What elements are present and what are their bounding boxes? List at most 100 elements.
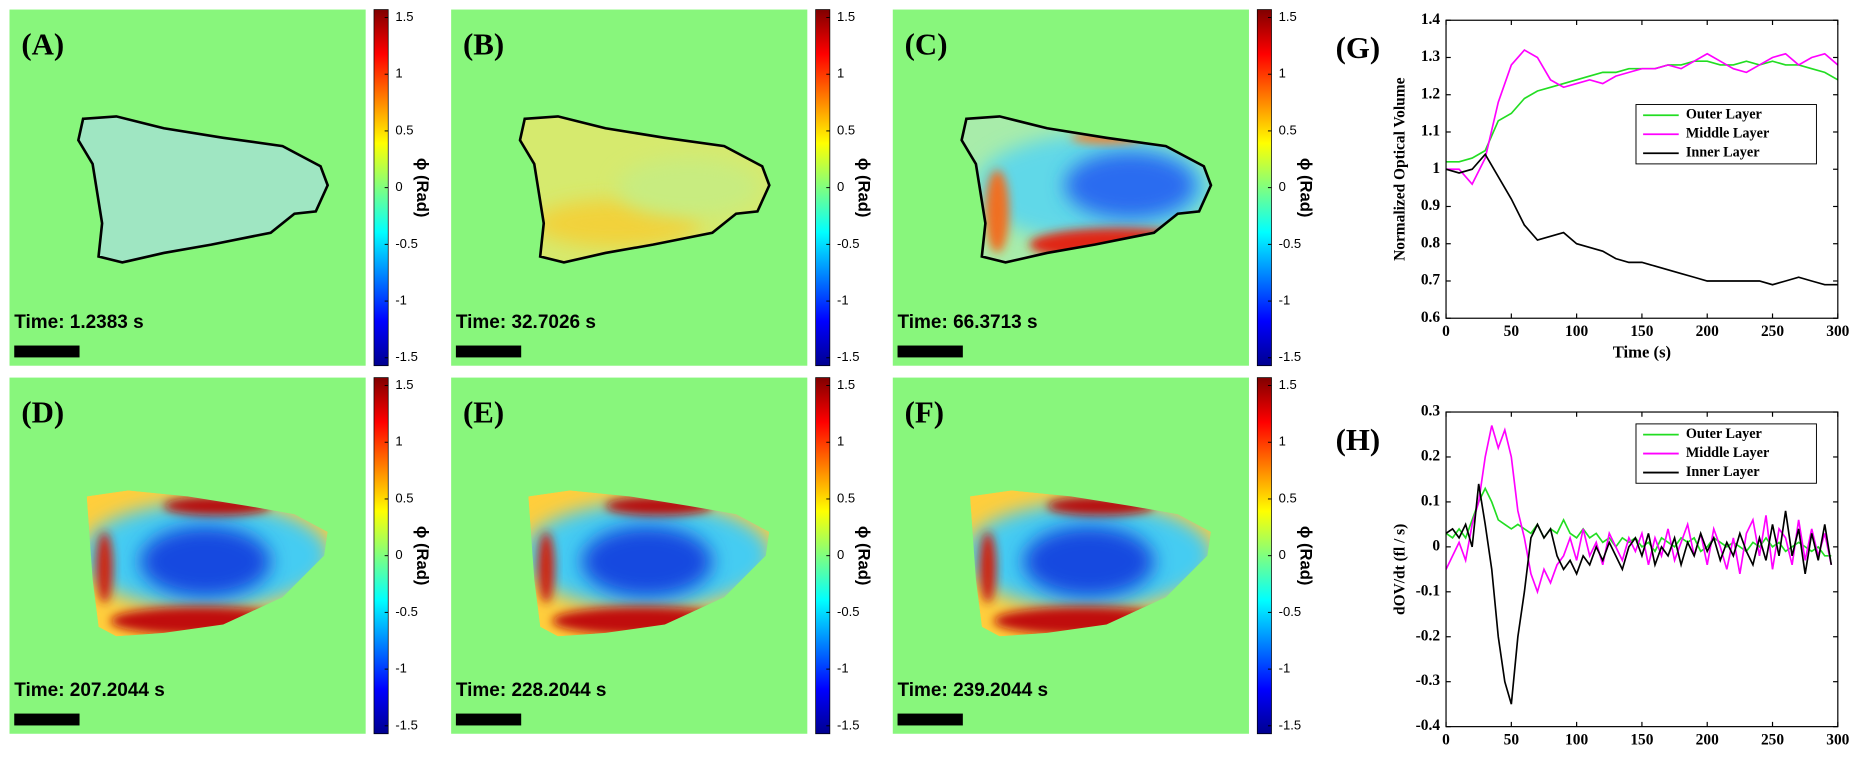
scale-bar xyxy=(14,713,80,726)
colorbar-tick-label: 0 xyxy=(395,547,402,562)
phase-region xyxy=(1064,152,1196,219)
colorbar-tick-label: 0.5 xyxy=(837,122,855,137)
colorbar-tick-label: 1 xyxy=(1279,434,1286,449)
colorbar-tick-label: -1.5 xyxy=(837,349,859,364)
colorbar-tick-label: -1 xyxy=(837,661,849,676)
colorbar-tick-label: -1.5 xyxy=(395,349,417,364)
chart-label: (G) xyxy=(1336,31,1381,65)
colorbar-tick-label: 1.5 xyxy=(395,377,413,392)
y-tick-label: 0.2 xyxy=(1421,448,1441,465)
y-tick-label: 1 xyxy=(1432,160,1440,177)
panel: (F) Time: 239.2044 s -1.5 -1 -0.5 0 0.5 1 1.5 ϕ (… xyxy=(892,377,1315,735)
legend-label: Outer Layer xyxy=(1686,106,1763,122)
scale-bar xyxy=(455,345,522,358)
colorbar-tick-label: -0.5 xyxy=(395,604,417,619)
x-tick-label: 150 xyxy=(1630,731,1653,748)
scale-bar xyxy=(14,345,80,358)
y-tick-label: 1.1 xyxy=(1421,123,1440,140)
panel: (C) Time: 66.3713 s -1.5 -1 -0.5 0 0.5 1 1.5 ϕ (R… xyxy=(892,9,1315,367)
x-tick-label: 300 xyxy=(1826,731,1849,748)
phase-region xyxy=(1023,525,1154,598)
panel: (B) Time: 32.7026 s -1.5 -1 -0.5 0 0.5 1 1.5 ϕ (R… xyxy=(451,9,874,367)
x-tick-label: 200 xyxy=(1696,323,1719,340)
scale-bar xyxy=(897,345,963,358)
y-axis-label: Normalized Optical Volume xyxy=(1391,77,1408,260)
scale-bar xyxy=(455,713,522,726)
x-tick-label: 100 xyxy=(1565,323,1588,340)
colorbar-tick-label: 0 xyxy=(1279,547,1286,562)
cell xyxy=(86,490,328,637)
y-tick-label: 0.1 xyxy=(1421,492,1440,509)
colorbar-tick-label: -0.5 xyxy=(837,604,859,619)
colorbar-tick-label: -1 xyxy=(395,661,407,676)
colorbar-label: ϕ (Rad) xyxy=(1296,158,1315,218)
panel-label: (B) xyxy=(463,28,504,62)
x-axis-label: Time (s) xyxy=(1613,343,1671,362)
cell xyxy=(520,116,770,263)
panel-label: (E) xyxy=(463,396,504,430)
colorbar-tick-label: 0.5 xyxy=(837,490,855,505)
y-tick-label: 0.6 xyxy=(1421,309,1441,326)
y-tick-label: 0.3 xyxy=(1421,403,1441,420)
colorbar-tick-label: 1.5 xyxy=(1279,377,1297,392)
x-tick-label: 250 xyxy=(1761,731,1784,748)
time-label: Time: 207.2044 s xyxy=(14,680,165,701)
colorbar-tick-label: 0 xyxy=(395,179,402,194)
colorbar-tick-label: -1.5 xyxy=(1279,717,1301,732)
x-tick-label: 0 xyxy=(1442,731,1450,748)
panel-label: (F) xyxy=(905,396,944,430)
y-tick-label: 1.4 xyxy=(1421,11,1441,28)
series-line xyxy=(1446,48,1839,186)
panel-label: (A) xyxy=(21,28,64,62)
colorbar-tick-label: -0.5 xyxy=(1279,604,1301,619)
colorbar-tick-label: -0.5 xyxy=(1279,236,1301,251)
colorbar-tick-label: 1.5 xyxy=(395,9,413,24)
cell-outline xyxy=(76,115,330,264)
series-line xyxy=(1445,152,1838,286)
y-tick-label: -0.2 xyxy=(1416,627,1441,644)
x-tick-label: 50 xyxy=(1504,731,1520,748)
time-label: Time: 1.2383 s xyxy=(14,312,143,333)
colorbar-tick-label: -1 xyxy=(837,293,849,308)
colorbar-tick-label: 1 xyxy=(395,434,402,449)
phase-region xyxy=(537,531,555,604)
cell xyxy=(528,490,770,637)
colorbar-tick-label: 1.5 xyxy=(837,9,855,24)
time-label: Time: 228.2044 s xyxy=(456,680,607,701)
panel-label: (C) xyxy=(905,28,948,62)
cell-body xyxy=(78,116,328,263)
chart-label: (H) xyxy=(1336,423,1381,457)
y-tick-label: 1.3 xyxy=(1421,48,1441,65)
y-tick-label: -0.3 xyxy=(1416,672,1441,689)
colorbar-label: ϕ (Rad) xyxy=(855,158,874,218)
colorbar-tick-label: 1 xyxy=(837,66,844,81)
colorbar-label: ϕ (Rad) xyxy=(855,526,874,586)
x-tick-label: 100 xyxy=(1565,731,1588,748)
legend-label: Inner Layer xyxy=(1686,464,1760,480)
cell xyxy=(969,490,1211,637)
colorbar-tick-label: 0.5 xyxy=(1279,122,1297,137)
colorbar-label: ϕ (Rad) xyxy=(1296,526,1315,586)
x-tick-label: 200 xyxy=(1696,731,1719,748)
y-tick-label: -0.1 xyxy=(1416,582,1440,599)
y-tick-label: 0.9 xyxy=(1421,197,1441,214)
colorbar-tick-label: -0.5 xyxy=(837,236,859,251)
y-tick-label: 1.2 xyxy=(1421,85,1441,102)
axes-frame xyxy=(1445,19,1839,319)
colorbar-label: ϕ (Rad) xyxy=(413,526,432,586)
y-tick-label: 0.7 xyxy=(1421,272,1441,289)
y-tick-label: 0.8 xyxy=(1421,234,1441,251)
time-label: Time: 32.7026 s xyxy=(456,312,596,333)
legend-label: Middle Layer xyxy=(1686,125,1770,141)
legend-label: Inner Layer xyxy=(1686,144,1760,160)
phase-region xyxy=(96,531,113,604)
colorbar-tick-label: -1.5 xyxy=(1279,349,1301,364)
x-tick-label: 0 xyxy=(1442,323,1450,340)
colorbar-tick-label: -1 xyxy=(1279,293,1291,308)
series-line xyxy=(1445,425,1833,595)
colorbar-tick-label: -1.5 xyxy=(837,717,859,732)
panel-label: (D) xyxy=(21,396,64,430)
colorbar-tick-label: 0.5 xyxy=(395,490,413,505)
panel: (D) Time: 207.2044 s -1.5 -1 -0.5 0 0.5 1 1.5 ϕ (… xyxy=(9,377,432,735)
